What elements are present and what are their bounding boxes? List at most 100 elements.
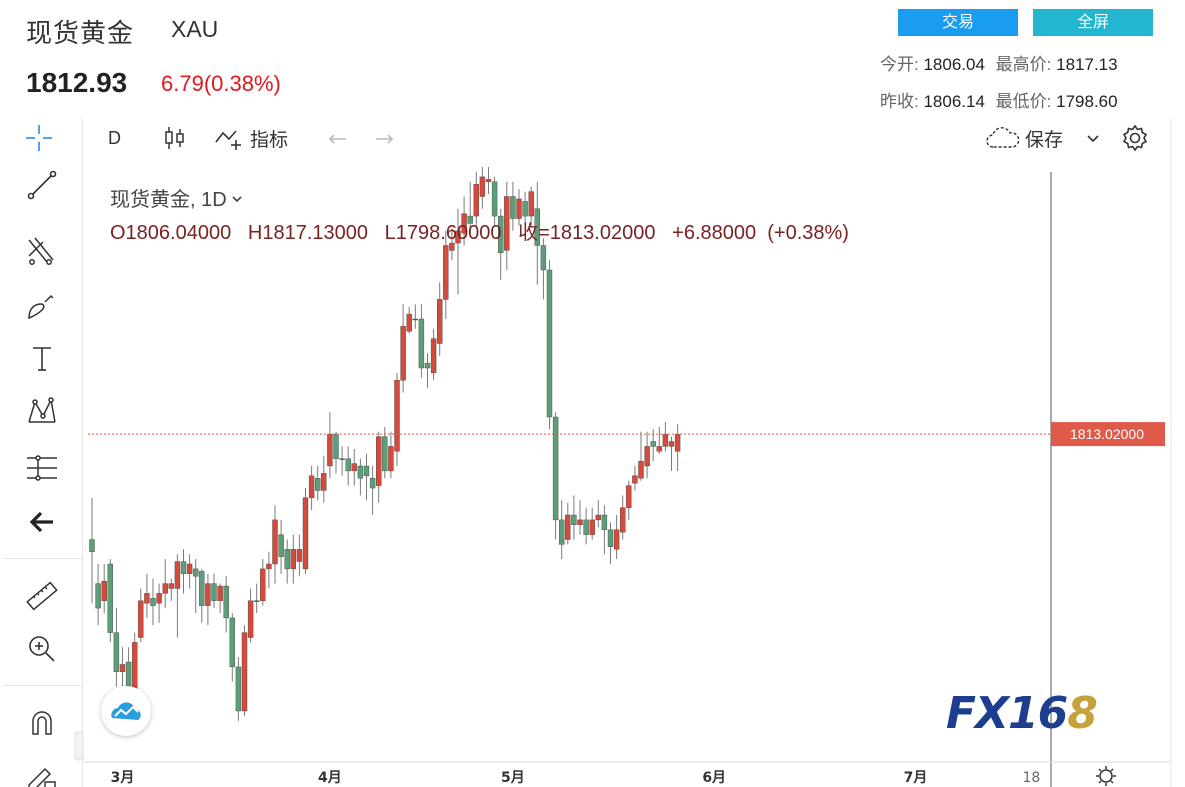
- chart-brand-badge[interactable]: [101, 686, 151, 736]
- candle: [113, 632, 120, 672]
- save-button[interactable]: 保存: [983, 120, 1063, 156]
- redo-icon[interactable]: [366, 120, 396, 156]
- candle: [485, 179, 492, 183]
- candle: [516, 198, 522, 219]
- indicators-button[interactable]: 指标: [214, 120, 288, 156]
- stats-row-open-high: 今开: 1806.04 最高价: 1817.13: [880, 50, 1118, 75]
- candle: [101, 580, 107, 601]
- candle: [95, 583, 101, 609]
- candle: [388, 446, 394, 472]
- candle: [632, 475, 638, 484]
- time-axis: 3月 4月 5月 6月 7月 18: [111, 770, 1041, 786]
- trendline-icon[interactable]: [18, 163, 66, 207]
- candle: [449, 242, 455, 251]
- candle: [571, 514, 577, 526]
- candle: [290, 549, 296, 570]
- time-axis-label: 6月: [702, 770, 726, 786]
- candle: [321, 473, 327, 491]
- candle: [510, 196, 516, 219]
- candle: [565, 514, 571, 540]
- zoom-in-icon[interactable]: [18, 627, 66, 671]
- candle: [418, 318, 425, 369]
- undo-icon[interactable]: [326, 120, 356, 156]
- magnet-icon[interactable]: [18, 701, 66, 745]
- candle: [89, 539, 95, 552]
- candle: [674, 433, 681, 452]
- pencil-lock-icon[interactable]: [18, 754, 66, 787]
- candle: [400, 326, 406, 381]
- drawing-toolbar: [0, 118, 82, 787]
- candle: [412, 318, 418, 321]
- candle: [650, 441, 656, 447]
- panel-collapse-handle[interactable]: [74, 731, 84, 761]
- brush-icon[interactable]: [18, 285, 66, 329]
- save-dropdown-chevron-icon[interactable]: [1083, 120, 1103, 156]
- candle: [284, 549, 290, 570]
- candle: [302, 497, 309, 570]
- candle: [241, 632, 248, 712]
- candle: [138, 600, 144, 638]
- candle: [211, 583, 217, 601]
- fib-icon[interactable]: [18, 446, 66, 490]
- pattern-icon[interactable]: [18, 391, 66, 435]
- settings-gear-icon[interactable]: [1120, 120, 1150, 156]
- candle: [229, 617, 236, 668]
- price-change: 6.79(0.38%): [161, 71, 281, 96]
- cloud-chart-icon: [111, 702, 141, 720]
- pitchfork-icon[interactable]: [18, 229, 66, 273]
- candle: [430, 338, 437, 374]
- candle: [199, 571, 205, 606]
- candle: [278, 534, 284, 557]
- interval-selector[interactable]: D: [108, 127, 121, 148]
- candle: [376, 436, 382, 486]
- fullscreen-button[interactable]: 全屏: [1033, 9, 1153, 36]
- candle: [205, 583, 211, 606]
- text-icon[interactable]: [18, 337, 66, 381]
- candle: [357, 465, 364, 479]
- candle: [656, 446, 662, 452]
- candle: [180, 561, 187, 574]
- candle: [601, 514, 608, 530]
- time-axis-label: 7月: [904, 770, 928, 786]
- trade-button[interactable]: 交易: [898, 9, 1018, 36]
- candle: [119, 664, 126, 673]
- instrument-code: XAU: [171, 16, 219, 42]
- high-label: 最高价:: [995, 55, 1052, 74]
- last-price-tag-text: 1813.02000: [1070, 426, 1144, 442]
- open-value: 1806.04: [923, 55, 985, 74]
- toolbar-divider: [4, 685, 82, 686]
- candle: [162, 583, 168, 594]
- candle: [461, 213, 467, 234]
- candle: [491, 181, 498, 217]
- candle: [266, 563, 272, 570]
- candle: [668, 441, 675, 447]
- candle: [315, 478, 321, 491]
- candle: [363, 465, 370, 477]
- time-axis-settings-icon[interactable]: [1096, 766, 1116, 786]
- back-arrow-icon[interactable]: [18, 500, 66, 544]
- candle: [577, 519, 583, 526]
- candle: [382, 436, 388, 472]
- candle-style-icon[interactable]: [160, 120, 190, 156]
- crosshair-icon[interactable]: [24, 120, 54, 156]
- candle: [156, 593, 162, 604]
- legend-chevron-icon[interactable]: [230, 192, 244, 206]
- candle: [406, 313, 412, 332]
- candle: [534, 208, 540, 246]
- candle: [498, 215, 504, 254]
- candle: [467, 215, 473, 224]
- legend-ohlc: O1806.04000 H1817.13000 L1798.60000 收=18…: [110, 222, 849, 244]
- candle: [223, 585, 229, 619]
- candle: [394, 380, 400, 452]
- last-price: 1812.93: [26, 67, 128, 98]
- ruler-icon[interactable]: [18, 574, 66, 618]
- candle: [247, 600, 254, 638]
- candle: [644, 446, 650, 467]
- logo-accent: 8: [1067, 688, 1098, 739]
- legend-title[interactable]: 现货黄金, 1D: [110, 183, 244, 212]
- candle: [327, 433, 333, 467]
- low-label: 最低价:: [995, 92, 1052, 111]
- fx168-logo: FX168: [946, 688, 1098, 739]
- open-label: 今开:: [880, 55, 919, 74]
